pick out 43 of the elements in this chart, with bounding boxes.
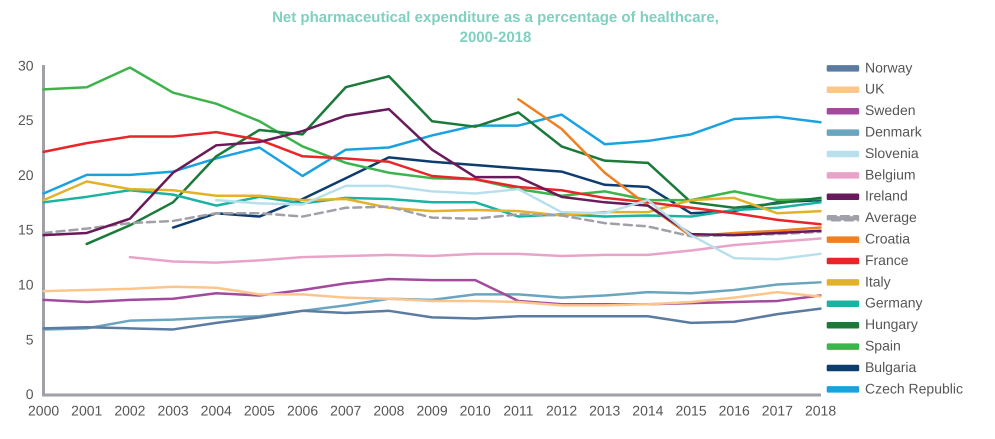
x-tick-label: 2002 <box>114 402 146 418</box>
legend-label: France <box>864 252 909 268</box>
x-tick-label: 2017 <box>762 402 794 418</box>
x-tick-label: 2014 <box>632 402 664 418</box>
x-tick-label: 2009 <box>416 402 448 418</box>
chart-title: Net pharmaceutical expenditure as a percentage of healthcare, 2000-2018 <box>271 8 720 48</box>
x-tick-label: 2005 <box>244 402 276 418</box>
x-tick-label: 2018 <box>804 402 836 418</box>
legend-label: Italy <box>864 273 891 290</box>
x-tick-label: 2007 <box>330 402 362 418</box>
legend-label: Average <box>864 209 918 226</box>
y-tick-label: 15 <box>18 222 34 238</box>
x-tick-label: 2004 <box>200 402 232 418</box>
legend-label: Croatia <box>864 230 910 246</box>
legend-label: Sweden <box>864 102 916 118</box>
x-tick-label: 2012 <box>546 402 578 418</box>
legend-label: Norway <box>864 59 912 76</box>
x-tick-label: 2013 <box>589 402 621 418</box>
x-tick-label: 2011 <box>503 402 534 418</box>
y-tick-label: 20 <box>18 166 34 183</box>
legend-label: Bulgaria <box>864 358 917 375</box>
y-tick-label: 25 <box>18 112 34 128</box>
x-tick-label: 2001 <box>71 402 103 418</box>
x-tick-label: 2015 <box>675 402 707 418</box>
legend-label: Slovenia <box>864 144 919 161</box>
legend-label: Belgium <box>864 166 916 182</box>
y-tick-label: 5 <box>26 331 34 348</box>
x-tick-label: 2010 <box>460 402 492 418</box>
y-tick-label: 30 <box>18 57 34 74</box>
y-tick-label: 10 <box>18 276 34 292</box>
x-tick-label: 2003 <box>157 402 189 418</box>
y-tick-label: 0 <box>26 386 34 402</box>
legend-label: Germany <box>864 294 923 311</box>
x-tick-label: 2016 <box>718 402 750 418</box>
legend-label: Spain <box>864 337 901 354</box>
legend-label: Ireland <box>864 188 908 204</box>
legend-label: Czech Republic <box>864 380 964 396</box>
legend-label: Hungary <box>864 316 918 332</box>
x-tick-label: 2008 <box>373 402 405 418</box>
legend-label: UK <box>864 80 886 97</box>
legend-label: Denmark <box>864 123 923 140</box>
x-tick-label: 2006 <box>286 402 318 418</box>
x-tick-label: 2000 <box>28 402 60 418</box>
